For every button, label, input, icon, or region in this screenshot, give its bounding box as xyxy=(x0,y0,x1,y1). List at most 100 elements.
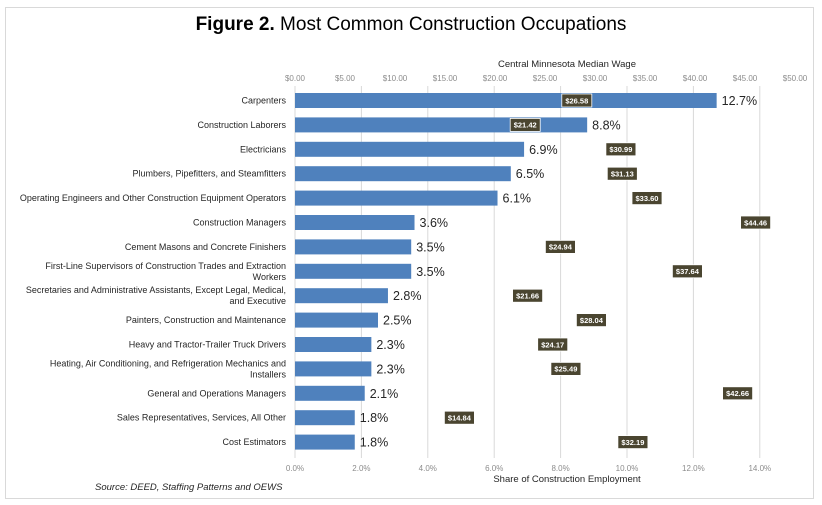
x2-tick-label: $45.00 xyxy=(733,74,758,83)
wage-marker: $42.66 xyxy=(722,386,753,401)
category-label: Heavy and Tractor-Trailer Truck Drivers xyxy=(129,340,287,350)
wage-label: $21.42 xyxy=(514,121,537,130)
wage-label-box xyxy=(537,337,569,352)
x2-tick-label: $0.00 xyxy=(285,74,306,83)
bar xyxy=(295,263,412,279)
wage-label-box xyxy=(722,386,753,401)
x2-tick-label: $25.00 xyxy=(533,74,558,83)
wage-marker: $21.42 xyxy=(509,118,541,132)
category-label-line: Heating, Air Conditioning, and Refrigera… xyxy=(50,358,286,368)
wage-label-box xyxy=(672,264,703,279)
category-label-line: Cost Estimators xyxy=(222,437,286,447)
wage-marker: $32.19 xyxy=(617,435,649,450)
wage-label-box xyxy=(631,191,663,206)
wage-marker: $37.64 xyxy=(672,264,703,279)
category-label: Cement Masons and Concrete Finishers xyxy=(125,242,287,252)
wage-marker: $14.84 xyxy=(443,410,475,425)
wage-marker: $26.58 xyxy=(561,93,593,108)
wage-label-box xyxy=(443,410,475,425)
bar xyxy=(295,93,717,108)
wage-label: $25.49 xyxy=(554,365,577,374)
category-label: General and Operations Managers xyxy=(147,388,286,398)
x2-axis-ticks: $0.00 $5.00 $10.00 $15.00 $20.00 $25.00 $30.00… xyxy=(285,74,808,83)
bar xyxy=(295,337,372,352)
category-label: Sales Representatives, Services, All Oth… xyxy=(117,413,286,423)
wage-label: $26.58 xyxy=(565,96,588,105)
x2-axis-title: Central Minnesota Median Wage xyxy=(498,59,636,70)
share-label: 8.8% xyxy=(592,118,621,132)
bar xyxy=(295,190,498,206)
share-label: 2.1% xyxy=(370,387,399,401)
bar xyxy=(295,215,415,230)
wage-marker: $44.46 xyxy=(740,215,771,230)
category-label-line: Electricians xyxy=(240,144,287,154)
category-label-line: Secretaries and Administrative Assistant… xyxy=(26,285,286,295)
share-bars xyxy=(295,93,717,450)
share-data-labels: 12.7% 8.8% 6.9% 6.5% 6.1% 3.6% 3.5% 3.5% 2.8% 2.5… xyxy=(360,94,757,450)
wage-label: $28.04 xyxy=(580,316,604,325)
x-tick-label: 8.0% xyxy=(551,464,569,473)
category-label-line: First-Line Supervisors of Construction T… xyxy=(45,261,286,271)
category-label-line: Plumbers, Pipefitters, and Steamfitters xyxy=(132,169,286,179)
wage-label-box xyxy=(550,361,582,376)
wage-marker: $24.94 xyxy=(545,239,576,254)
x-tick-label: 14.0% xyxy=(748,464,771,473)
wage-label: $32.19 xyxy=(621,438,644,447)
category-label-line: Painters, Construction and Maintenance xyxy=(126,315,286,325)
share-label: 3.5% xyxy=(416,240,445,254)
category-label: Electricians xyxy=(240,144,287,154)
chart-title: Figure 2. Most Common Construction Occup… xyxy=(0,14,822,36)
wage-label: $44.46 xyxy=(744,218,767,227)
share-label: 3.5% xyxy=(416,265,445,279)
category-label-line: Sales Representatives, Services, All Oth… xyxy=(117,413,286,423)
x-tick-label: 10.0% xyxy=(616,464,639,473)
x2-tick-label: $50.00 xyxy=(783,74,808,83)
wage-label-box xyxy=(740,215,771,230)
wage-marker: $28.04 xyxy=(576,313,607,328)
bar xyxy=(295,385,365,401)
category-label-line: General and Operations Managers xyxy=(147,388,286,398)
x2-tick-label: $10.00 xyxy=(383,74,408,83)
bar xyxy=(295,434,355,450)
x2-tick-label: $40.00 xyxy=(683,74,708,83)
x-tick-label: 2.0% xyxy=(352,464,370,473)
wage-label-box xyxy=(606,166,638,181)
x-tick-label: 6.0% xyxy=(485,464,503,473)
x-tick-label: 12.0% xyxy=(682,464,705,473)
wage-data-labels: $26.58 $21.42 $30.99 $31.13 $33.60 $44.46 $24.… xyxy=(443,93,771,450)
x2-tick-label: $20.00 xyxy=(483,74,508,83)
wage-label-box xyxy=(512,288,543,303)
wage-label: $31.13 xyxy=(611,170,634,179)
bar xyxy=(295,117,588,133)
category-label: Secretaries and Administrative Assistant… xyxy=(26,285,286,306)
share-label: 6.9% xyxy=(529,143,558,157)
x2-tick-label: $5.00 xyxy=(335,74,356,83)
wage-label: $30.99 xyxy=(609,145,632,154)
bar xyxy=(295,312,378,328)
share-label: 6.1% xyxy=(503,192,532,206)
category-label-line: Construction Laborers xyxy=(197,120,286,130)
share-label: 2.5% xyxy=(383,314,412,328)
share-label: 2.8% xyxy=(393,289,422,303)
category-label-line: Workers xyxy=(253,272,287,282)
wage-label-box xyxy=(605,142,637,157)
share-label: 2.3% xyxy=(376,362,405,376)
wage-label: $33.60 xyxy=(636,194,659,203)
category-label-line: Construction Managers xyxy=(193,218,287,228)
wage-marker: $31.13 xyxy=(606,166,638,181)
bar xyxy=(295,141,525,157)
share-label: 1.8% xyxy=(360,411,389,425)
wage-label: $42.66 xyxy=(726,389,749,398)
category-label: Plumbers, Pipefitters, and Steamfitters xyxy=(132,169,286,179)
wage-label-box xyxy=(576,313,607,328)
category-label-line: Cement Masons and Concrete Finishers xyxy=(125,242,287,252)
bar xyxy=(295,166,511,182)
category-label: Operating Engineers and Other Constructi… xyxy=(20,193,287,203)
wage-marker: $24.17 xyxy=(537,337,569,352)
bar xyxy=(295,410,355,426)
category-label-line: and Executive xyxy=(229,296,286,306)
share-label: 1.8% xyxy=(360,436,389,450)
category-label: First-Line Supervisors of Construction T… xyxy=(45,261,286,282)
category-label: Cost Estimators xyxy=(222,437,286,447)
